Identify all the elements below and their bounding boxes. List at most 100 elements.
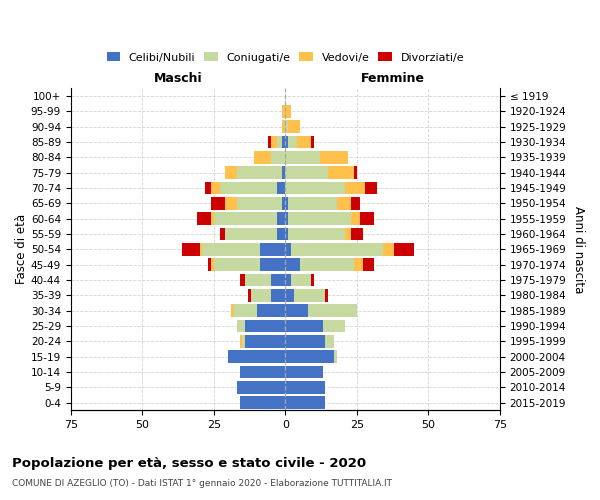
Bar: [245, 274, 271, 286]
Bar: [351, 197, 360, 209]
Bar: [365, 182, 377, 194]
Bar: [286, 243, 291, 256]
Bar: [286, 289, 294, 302]
Bar: [286, 335, 325, 347]
Bar: [351, 228, 362, 240]
Bar: [211, 182, 220, 194]
Legend: Celibi/Nubili, Coniugati/e, Vedovi/e, Divorziati/e: Celibi/Nubili, Coniugati/e, Vedovi/e, Di…: [103, 49, 467, 66]
Bar: [286, 151, 320, 164]
Bar: [220, 228, 225, 240]
Bar: [286, 120, 288, 133]
Bar: [286, 366, 323, 378]
Bar: [271, 289, 286, 302]
Bar: [228, 350, 286, 363]
Bar: [225, 228, 277, 240]
Bar: [234, 304, 257, 317]
Bar: [337, 197, 351, 209]
Bar: [277, 136, 283, 148]
Bar: [248, 289, 251, 302]
Bar: [323, 320, 346, 332]
Bar: [182, 243, 200, 256]
Bar: [260, 243, 286, 256]
Bar: [239, 274, 245, 286]
Bar: [346, 228, 351, 240]
Bar: [286, 182, 346, 194]
Bar: [286, 258, 299, 271]
Bar: [237, 197, 283, 209]
Bar: [211, 212, 214, 225]
Bar: [237, 320, 245, 332]
Text: COMUNE DI AZEGLIO (TO) - Dati ISTAT 1° gennaio 2020 - Elaborazione TUTTITALIA.IT: COMUNE DI AZEGLIO (TO) - Dati ISTAT 1° g…: [12, 479, 392, 488]
Bar: [211, 197, 225, 209]
Bar: [286, 197, 288, 209]
Bar: [362, 258, 374, 271]
Bar: [277, 228, 286, 240]
Bar: [286, 304, 308, 317]
Bar: [245, 320, 286, 332]
Bar: [237, 381, 286, 394]
Bar: [286, 274, 291, 286]
Bar: [211, 258, 214, 271]
Bar: [225, 166, 237, 179]
Bar: [237, 166, 283, 179]
Bar: [242, 335, 245, 347]
Bar: [291, 243, 383, 256]
Bar: [288, 212, 351, 225]
Bar: [254, 151, 271, 164]
Bar: [214, 212, 277, 225]
Bar: [308, 304, 357, 317]
Bar: [286, 320, 323, 332]
Bar: [260, 258, 286, 271]
Bar: [271, 151, 286, 164]
Bar: [286, 166, 328, 179]
Bar: [334, 350, 337, 363]
Bar: [239, 335, 242, 347]
Bar: [283, 105, 286, 118]
Bar: [354, 166, 357, 179]
Bar: [245, 335, 286, 347]
Y-axis label: Anni di nascita: Anni di nascita: [572, 206, 585, 293]
Bar: [202, 243, 260, 256]
Bar: [286, 396, 325, 409]
Bar: [288, 136, 297, 148]
Bar: [268, 136, 271, 148]
Bar: [286, 350, 334, 363]
Bar: [277, 182, 286, 194]
Bar: [288, 197, 337, 209]
Bar: [239, 396, 286, 409]
Text: Femmine: Femmine: [361, 72, 425, 86]
Bar: [286, 136, 288, 148]
Bar: [325, 335, 334, 347]
Bar: [286, 228, 288, 240]
Bar: [251, 289, 271, 302]
Bar: [205, 182, 211, 194]
Bar: [354, 258, 362, 271]
Bar: [320, 151, 349, 164]
Bar: [271, 274, 286, 286]
Bar: [286, 105, 291, 118]
Y-axis label: Fasce di età: Fasce di età: [15, 214, 28, 284]
Bar: [283, 197, 286, 209]
Bar: [299, 258, 354, 271]
Text: Popolazione per età, sesso e stato civile - 2020: Popolazione per età, sesso e stato civil…: [12, 458, 366, 470]
Bar: [297, 136, 311, 148]
Bar: [383, 243, 394, 256]
Bar: [394, 243, 414, 256]
Bar: [271, 136, 277, 148]
Bar: [214, 258, 260, 271]
Bar: [291, 274, 311, 286]
Bar: [311, 136, 314, 148]
Bar: [288, 228, 346, 240]
Bar: [288, 120, 299, 133]
Bar: [283, 120, 286, 133]
Bar: [197, 212, 211, 225]
Bar: [294, 289, 325, 302]
Bar: [200, 243, 202, 256]
Bar: [277, 212, 286, 225]
Bar: [360, 212, 374, 225]
Bar: [257, 304, 286, 317]
Bar: [325, 289, 328, 302]
Bar: [239, 366, 286, 378]
Bar: [311, 274, 314, 286]
Bar: [220, 182, 277, 194]
